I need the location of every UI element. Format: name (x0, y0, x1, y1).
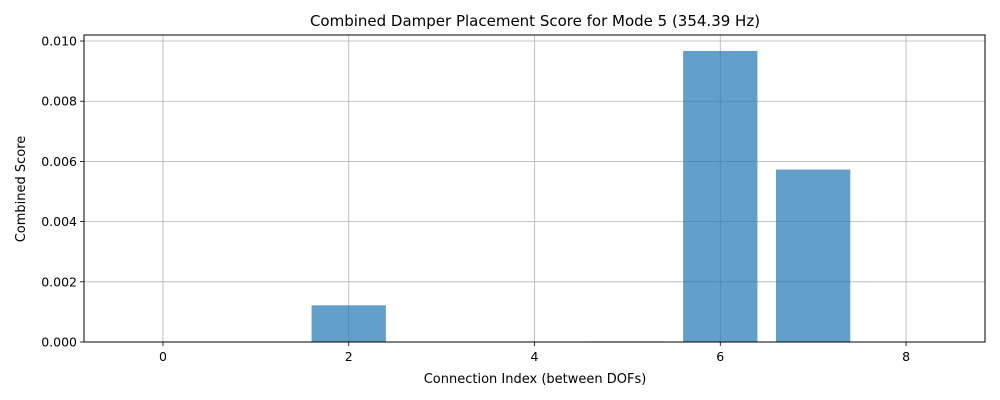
bar (776, 169, 851, 342)
y-tick-label: 0.002 (41, 274, 77, 289)
x-axis-label: Connection Index (between DOFs) (424, 372, 647, 387)
bar (311, 305, 386, 342)
y-tick-label: 0.006 (41, 154, 77, 169)
y-tick-label: 0.008 (41, 94, 77, 109)
y-tick-label: 0.000 (41, 335, 77, 350)
y-tick-label: 0.010 (41, 34, 77, 49)
chart-title: Combined Damper Placement Score for Mode… (310, 12, 760, 30)
x-tick-label: 8 (902, 349, 910, 364)
bar (683, 50, 758, 342)
y-axis-ticks: 0.000 0.002 0.004 0.006 0.008 0.010 (41, 34, 84, 350)
x-tick-label: 4 (531, 349, 539, 364)
x-tick-label: 6 (716, 349, 724, 364)
x-tick-label: 2 (345, 349, 353, 364)
bar-series (311, 50, 851, 342)
x-axis-ticks: 0 2 4 6 8 (159, 342, 910, 364)
x-tick-label: 0 (159, 349, 167, 364)
y-tick-label: 0.004 (41, 214, 77, 229)
y-axis-label: Combined Score (14, 136, 29, 243)
